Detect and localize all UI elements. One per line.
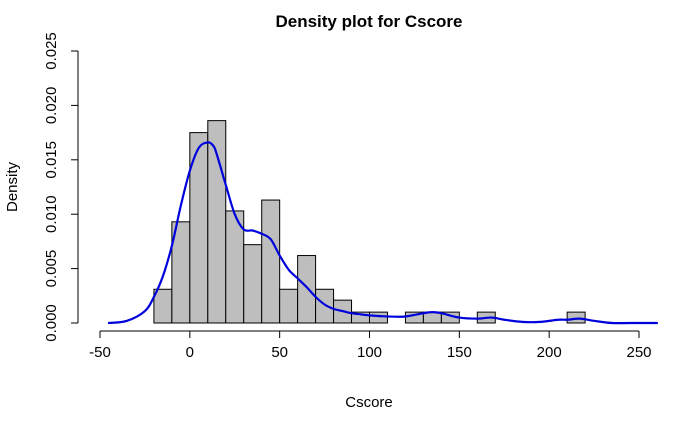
- chart-title: Density plot for Cscore: [275, 12, 462, 31]
- histogram-bar: [315, 288, 335, 324]
- y-tick-label: 0.005: [43, 250, 60, 288]
- y-tick-label: 0.010: [43, 195, 60, 233]
- y-axis: 0.000 0.005 0.010 0.015 0.020 0.025: [43, 32, 79, 342]
- x-tick-label: 150: [447, 344, 472, 361]
- x-axis: -50 0 50 100 150 200 250: [89, 330, 652, 361]
- x-tick-label: 0: [186, 344, 194, 361]
- histogram-bar: [369, 311, 388, 324]
- density-curve-group: [107, 141, 659, 325]
- histogram-bars: [153, 120, 586, 324]
- y-tick-label: 0.000: [43, 304, 60, 342]
- histogram-bar: [566, 311, 586, 324]
- y-tick-label: 0.015: [43, 141, 60, 179]
- histogram-bar: [153, 288, 173, 324]
- histogram-bar: [261, 199, 281, 324]
- y-tick-label: 0.020: [43, 87, 60, 125]
- histogram-bar: [297, 255, 317, 324]
- y-axis-label: Density: [4, 161, 21, 212]
- x-axis-label: Cscore: [345, 394, 393, 411]
- x-tick-label: 50: [271, 344, 288, 361]
- x-tick-label: 250: [626, 344, 651, 361]
- density-curve: [107, 141, 659, 325]
- x-tick-label: -50: [89, 344, 111, 361]
- x-tick-label: 100: [357, 344, 382, 361]
- x-tick-label: 200: [537, 344, 562, 361]
- histogram-bar: [279, 288, 299, 324]
- histogram-bar: [243, 244, 263, 324]
- y-tick-label: 0.025: [43, 32, 60, 70]
